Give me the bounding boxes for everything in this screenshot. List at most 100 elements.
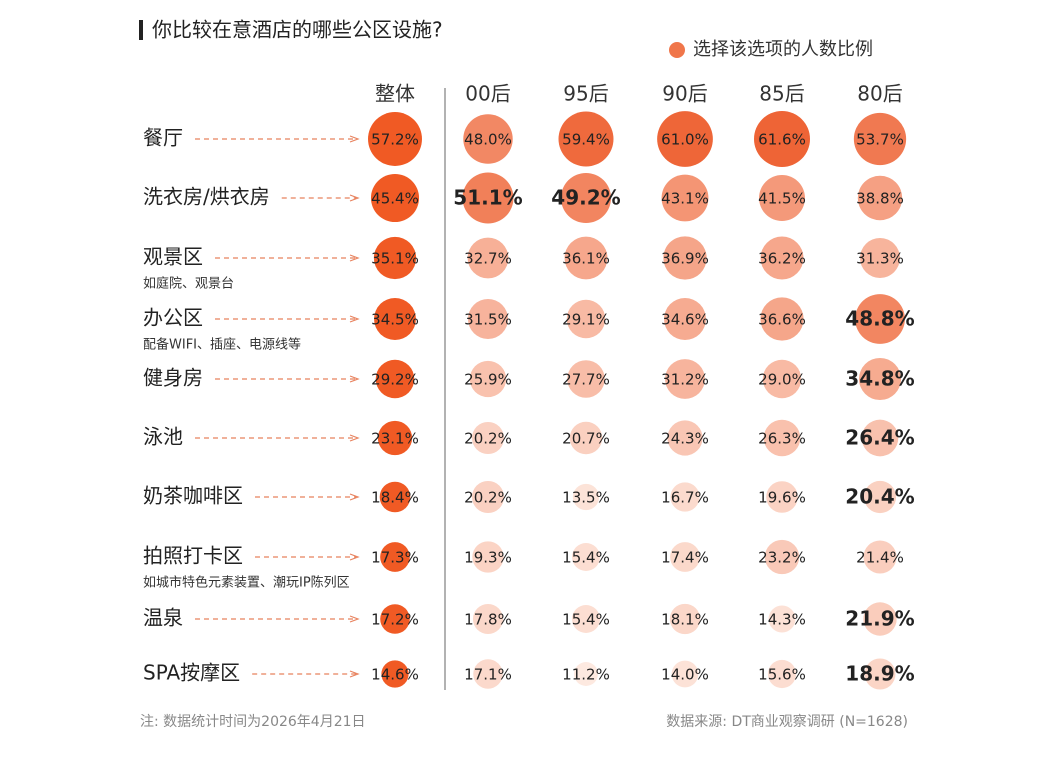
value-label: 20.7% (562, 430, 610, 448)
bubble (380, 604, 410, 634)
bubble (860, 238, 900, 278)
column-header: 95后 (563, 82, 608, 106)
row-label: 拍照打卡区 (143, 544, 243, 568)
bubble (853, 112, 907, 166)
leader-arrow (349, 375, 360, 383)
value-label: 45.4% (371, 190, 419, 208)
bubble (767, 659, 797, 689)
bubble (663, 236, 707, 280)
bubble (572, 605, 600, 633)
title-bar (139, 20, 143, 40)
bubble (467, 298, 509, 340)
value-label: 14.3% (758, 611, 806, 629)
legend-label: 选择该选项的人数比例 (693, 39, 873, 60)
value-label: 21.9% (845, 607, 914, 631)
bubble (764, 539, 800, 575)
bubble (670, 482, 700, 512)
value-label: 11.2% (562, 666, 610, 684)
value-label: 14.6% (371, 666, 419, 684)
legend-swatch (669, 42, 685, 58)
value-label: 29.1% (562, 311, 610, 329)
value-label: 20.2% (464, 489, 512, 507)
value-label: 29.2% (371, 371, 419, 389)
column-header: 90后 (662, 82, 707, 106)
bubble (564, 236, 608, 280)
value-label: 15.6% (758, 666, 806, 684)
value-label: 31.3% (856, 250, 904, 268)
bubble (375, 359, 415, 399)
value-label: 49.2% (551, 186, 620, 210)
value-label: 20.4% (845, 485, 914, 509)
value-label: 35.1% (371, 250, 419, 268)
bubble (671, 660, 699, 688)
column-header: 80后 (857, 82, 902, 106)
row-label: 洗衣房/烘衣房 (143, 185, 270, 209)
bubble (566, 299, 606, 339)
leader-arrow (349, 553, 360, 561)
value-label: 18.9% (845, 662, 914, 686)
leader-arrow (349, 434, 360, 442)
value-label: 48.0% (464, 131, 512, 149)
bubble (473, 659, 503, 689)
leader-arrow (349, 194, 360, 202)
value-label: 17.8% (464, 611, 512, 629)
value-label: 17.1% (464, 666, 512, 684)
bubble (768, 605, 796, 633)
bubble (368, 112, 422, 166)
bubble (855, 294, 905, 344)
bubble (467, 237, 509, 279)
value-label: 17.3% (371, 549, 419, 567)
value-label: 18.1% (661, 611, 709, 629)
value-label: 27.7% (562, 371, 610, 389)
row-note: 如城市特色元素装置、潮玩IP陈列区 (143, 575, 350, 591)
chart-title: 你比较在意酒店的哪些公区设施? (152, 18, 443, 42)
bubble (657, 111, 713, 167)
bubble (861, 419, 899, 457)
column-header: 整体 (375, 82, 415, 106)
value-label: 15.4% (562, 611, 610, 629)
row-label: 办公区 (143, 306, 203, 330)
value-label: 20.2% (464, 430, 512, 448)
bubble (469, 360, 507, 398)
leader-arrow (349, 670, 360, 678)
bubble (661, 174, 709, 222)
value-label: 43.1% (661, 190, 709, 208)
bubble (665, 359, 705, 399)
row-label: 奶茶咖啡区 (143, 484, 243, 508)
row-label: 泳池 (143, 425, 183, 449)
value-label: 23.2% (758, 549, 806, 567)
bubble (857, 175, 903, 221)
bubble (759, 175, 805, 221)
bubble (381, 660, 409, 688)
bubble (472, 541, 504, 573)
value-label: 26.3% (758, 430, 806, 448)
bubble (374, 298, 416, 340)
row-label: SPA按摩区 (143, 661, 240, 685)
row-label: 观景区 (143, 245, 203, 269)
bubble (667, 420, 703, 456)
row-label: 餐厅 (143, 126, 183, 150)
value-label: 36.6% (758, 311, 806, 329)
bubble (463, 114, 513, 164)
value-label: 21.4% (856, 549, 904, 567)
bubble (471, 421, 505, 455)
value-label: 19.6% (758, 489, 806, 507)
bubble (560, 172, 612, 224)
leader-arrow (349, 254, 360, 262)
value-label: 25.9% (464, 371, 512, 389)
bubble (864, 658, 896, 690)
value-label: 41.5% (758, 190, 806, 208)
bubble (379, 481, 411, 513)
value-label: 34.6% (661, 311, 709, 329)
value-label: 24.3% (661, 430, 709, 448)
value-label: 59.4% (562, 131, 610, 149)
bubble (670, 542, 700, 572)
value-label: 15.4% (562, 549, 610, 567)
value-label: 48.8% (845, 307, 914, 331)
leader-arrow (349, 615, 360, 623)
value-label: 31.5% (464, 311, 512, 329)
bubble (572, 543, 600, 571)
bubble (858, 357, 902, 401)
bubble (569, 421, 603, 455)
